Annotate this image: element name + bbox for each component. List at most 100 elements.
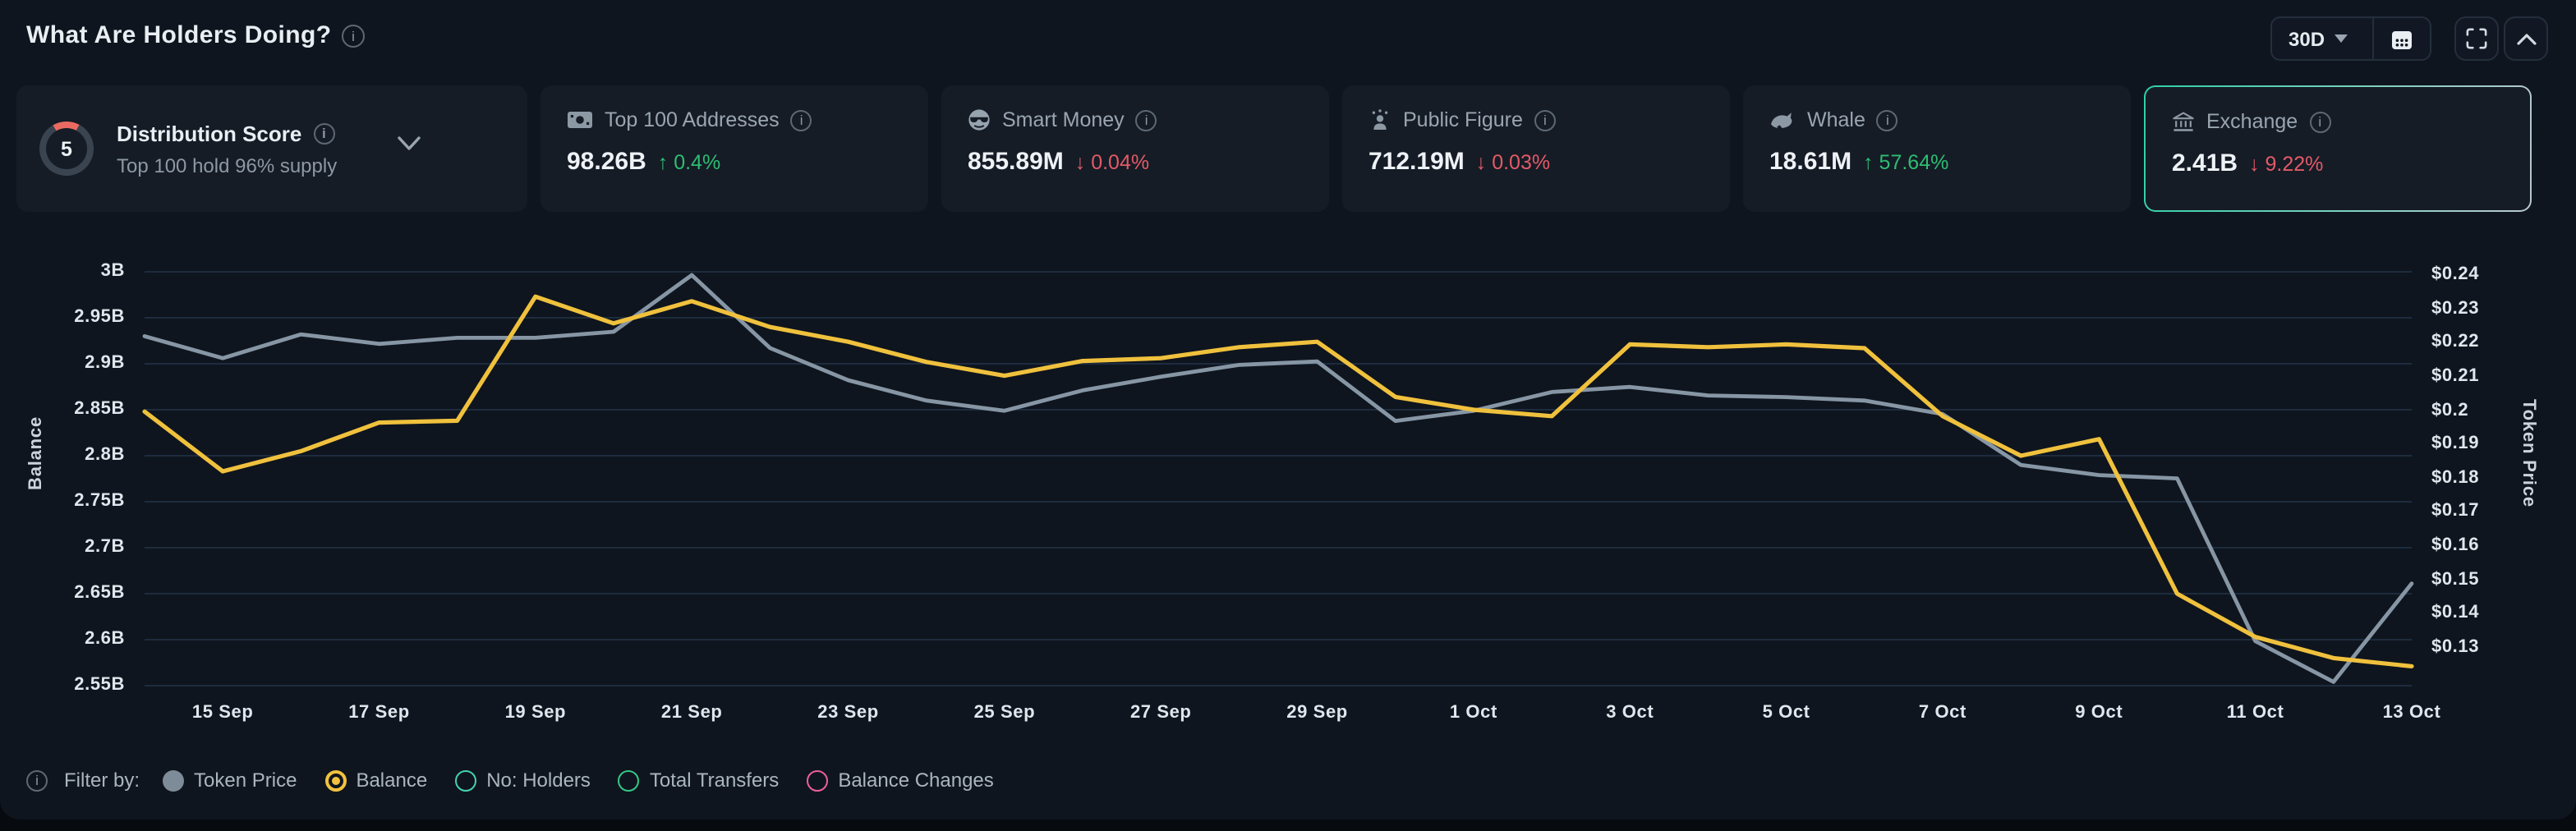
x-axis-label: 3 Oct (1606, 703, 1654, 723)
filter-option-label: No: Holders (486, 769, 591, 792)
info-icon[interactable] (1876, 109, 1898, 131)
banknote-icon (567, 110, 593, 130)
x-axis-label: 29 Sep (1286, 703, 1348, 723)
radio-ring-icon (807, 769, 829, 791)
whale-icon (1769, 109, 1796, 131)
period-dropdown[interactable]: 30D (2272, 18, 2372, 59)
x-axis-label: 5 Oct (1762, 703, 1810, 723)
right-axis-label: $0.22 (2431, 332, 2480, 352)
x-axis-label: 23 Sep (817, 703, 879, 723)
token-price-line (142, 273, 2414, 684)
stat-delta: ↑ 57.64% (1863, 151, 1949, 174)
left-axis-label: 2.9B (85, 353, 125, 373)
right-axis-label: $0.24 (2431, 264, 2480, 284)
x-axis-label: 13 Oct (2382, 703, 2441, 723)
left-axis-label: 3B (100, 261, 125, 281)
chevron-up-icon (2516, 33, 2536, 44)
right-axis-label: $0.17 (2431, 501, 2480, 521)
stat-value: 855.89M (968, 148, 1064, 176)
fullscreen-icon (2466, 28, 2487, 49)
stat-value: 18.61M (1769, 148, 1852, 176)
card-smart-money[interactable]: Smart Money 855.89M ↓ 0.04% (941, 85, 1329, 212)
stat-delta: ↓ 9.22% (2249, 153, 2324, 176)
filter-label: Filter by: (64, 769, 140, 792)
sunglasses-face-icon (968, 108, 991, 131)
distribution-score-value: 5 (46, 128, 87, 169)
right-axis-label: $0.23 (2431, 298, 2480, 319)
fullscreen-button[interactable] (2454, 16, 2499, 61)
balance-line (142, 294, 2414, 669)
period-control-group: 30D (2270, 16, 2431, 61)
bank-icon (2172, 111, 2195, 132)
gridlines (145, 271, 2412, 686)
radio-selected-icon (324, 769, 347, 791)
right-axis-label: $0.15 (2431, 569, 2480, 590)
left-axis-label: 2.75B (74, 491, 125, 511)
chevron-down-icon[interactable] (398, 136, 421, 151)
right-axis-label: $0.21 (2431, 365, 2480, 386)
right-axis-label: $0.18 (2431, 467, 2480, 488)
info-icon[interactable] (1534, 109, 1556, 131)
stat-value: 98.26B (567, 148, 646, 176)
right-axis-label: $0.19 (2431, 434, 2480, 454)
filter-option-balance-changes[interactable]: Balance Changes (807, 769, 994, 792)
distribution-score-card[interactable]: 5 Distribution Score Top 100 hold 96% su… (16, 85, 527, 212)
stat-cards-row: 5 Distribution Score Top 100 hold 96% su… (16, 85, 2532, 212)
filter-option-token-price[interactable]: Token Price (163, 769, 297, 792)
title-info-icon[interactable] (342, 25, 365, 48)
info-icon[interactable] (790, 109, 812, 131)
filter-option-no-holders[interactable]: No: Holders (455, 769, 591, 792)
stat-value: 712.19M (1368, 148, 1465, 176)
left-axis-label: 2.85B (74, 399, 125, 419)
calendar-icon (2392, 30, 2412, 48)
right-axis-label: $0.13 (2431, 637, 2480, 658)
filter-info-icon[interactable] (26, 769, 48, 791)
filled-dot-icon (163, 769, 185, 791)
x-axis-label: 21 Sep (660, 703, 723, 723)
public-figure-icon (1368, 108, 1392, 131)
stat-delta: ↓ 0.04% (1074, 151, 1150, 174)
stat-delta: ↑ 0.4% (657, 151, 721, 174)
stat-label: Whale (1807, 108, 1865, 131)
card-whale[interactable]: Whale 18.61M ↑ 57.64% (1743, 85, 2131, 212)
left-axis-label: 2.6B (85, 629, 125, 649)
x-axis-label: 15 Sep (191, 703, 254, 723)
stat-delta: ↓ 0.03% (1475, 151, 1551, 174)
right-axis-title: Token Price (2518, 399, 2538, 507)
x-axis-label: 1 Oct (1449, 703, 1497, 723)
x-axis-label: 9 Oct (2075, 703, 2123, 723)
calendar-button[interactable] (2372, 18, 2430, 59)
card-public-figure[interactable]: Public Figure 712.19M ↓ 0.03% (1342, 85, 1730, 212)
info-icon[interactable] (1135, 109, 1157, 131)
filter-option-label: Balance Changes (838, 769, 994, 792)
x-axis-label: 17 Sep (348, 703, 410, 723)
distribution-score-title: Distribution Score (117, 121, 302, 145)
left-axis-label: 2.7B (85, 537, 125, 557)
card-exchange[interactable]: Exchange 2.41B ↓ 9.22% (2144, 85, 2532, 212)
filter-bar: Filter by: Token Price Balance No: Holders… (26, 765, 994, 795)
filter-option-total-transfers[interactable]: Total Transfers (618, 769, 780, 792)
card-top-100-addresses[interactable]: Top 100 Addresses 98.26B ↑ 0.4% (540, 85, 928, 212)
period-value: 30D (2288, 27, 2325, 50)
stat-label: Smart Money (1002, 108, 1125, 131)
info-icon[interactable] (313, 122, 335, 144)
filter-option-label: Token Price (194, 769, 297, 792)
x-axis-label: 7 Oct (1918, 703, 1966, 723)
stat-label: Public Figure (1403, 108, 1523, 131)
filter-option-balance[interactable]: Balance (324, 769, 427, 792)
left-axis-label: 2.55B (74, 675, 125, 695)
x-axis-label: 11 Oct (2226, 703, 2284, 723)
left-axis-label: 2.65B (74, 583, 125, 603)
info-icon[interactable] (2309, 111, 2331, 132)
page-title: What Are Holders Doing? (26, 21, 332, 49)
x-axis-label: 19 Sep (504, 703, 567, 723)
radio-ring-icon (618, 769, 640, 791)
filter-option-label: Total Transfers (649, 769, 780, 792)
x-axis-label: 27 Sep (1129, 703, 1192, 723)
x-axis-label: 25 Sep (973, 703, 1036, 723)
stat-value: 2.41B (2172, 149, 2238, 177)
collapse-button[interactable] (2504, 16, 2548, 61)
